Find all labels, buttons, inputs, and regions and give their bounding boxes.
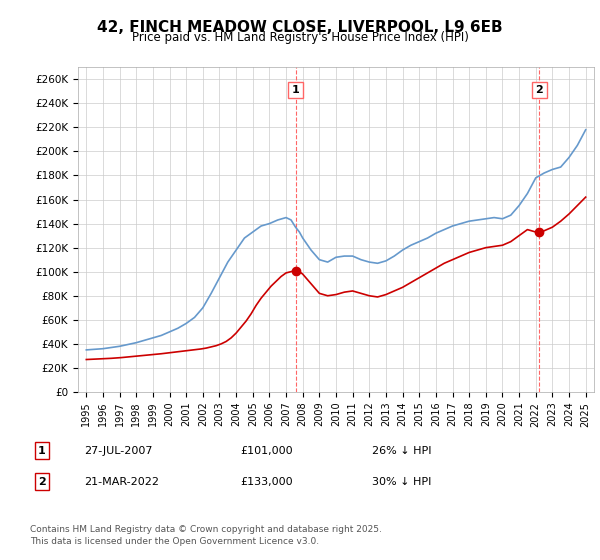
Text: £101,000: £101,000 [240,446,293,456]
Text: 2: 2 [536,85,543,95]
Text: 30% ↓ HPI: 30% ↓ HPI [372,477,431,487]
Text: 42, FINCH MEADOW CLOSE, LIVERPOOL, L9 6EB: 42, FINCH MEADOW CLOSE, LIVERPOOL, L9 6E… [97,20,503,35]
Text: 1: 1 [292,85,299,95]
Text: Price paid vs. HM Land Registry's House Price Index (HPI): Price paid vs. HM Land Registry's House … [131,31,469,44]
Text: 26% ↓ HPI: 26% ↓ HPI [372,446,431,456]
Text: 27-JUL-2007: 27-JUL-2007 [84,446,152,456]
Text: 2: 2 [38,477,46,487]
Text: 21-MAR-2022: 21-MAR-2022 [84,477,159,487]
Text: 1: 1 [38,446,46,456]
Text: Contains HM Land Registry data © Crown copyright and database right 2025.
This d: Contains HM Land Registry data © Crown c… [30,525,382,546]
Text: £133,000: £133,000 [240,477,293,487]
